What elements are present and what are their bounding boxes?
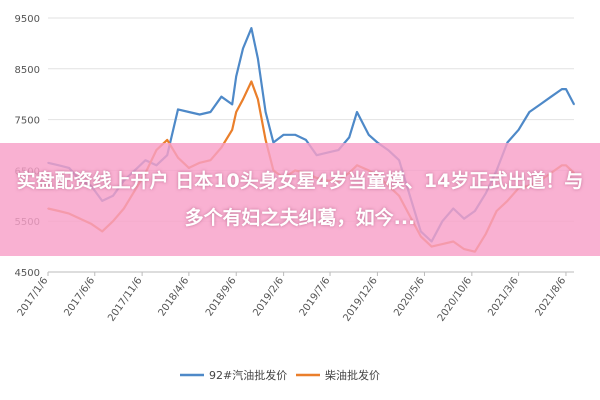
data-point [264, 139, 267, 141]
x-tick-label: 2019/7/6 [298, 275, 333, 318]
x-tick-label: 2018/4/6 [157, 275, 192, 318]
data-point [235, 111, 237, 113]
data-point [235, 75, 237, 78]
data-point [282, 134, 285, 136]
data-point [198, 113, 201, 116]
data-point [550, 95, 552, 98]
x-tick-label: 2021/8/6 [534, 275, 569, 318]
x-tick-label: 2021/3/6 [486, 275, 521, 318]
data-point [188, 111, 190, 113]
x-tick-label: 2019/12/6 [341, 275, 379, 323]
data-point [294, 134, 296, 136]
legend-label: 柴油批发价 [325, 368, 380, 382]
data-point [272, 141, 275, 144]
banner-headline: 实盘配资线上开户 日本10头身女星4岁当童模、14岁正式出道！与多个有妇之夫纠葛… [16, 169, 584, 229]
data-point [517, 129, 520, 131]
x-tick-label: 2018/9/6 [204, 275, 239, 318]
data-point [305, 139, 307, 141]
data-point [250, 27, 253, 30]
y-tick-label: 8500 [15, 65, 40, 76]
data-point [257, 98, 259, 101]
data-point [561, 88, 563, 90]
data-point [242, 98, 244, 101]
x-tick-label: 2017/11/6 [106, 275, 144, 323]
y-tick-label: 4500 [15, 268, 40, 279]
x-tick-label: 2017/6/6 [62, 275, 97, 318]
data-point [231, 129, 233, 131]
data-point [250, 80, 253, 83]
data-point [220, 95, 223, 98]
x-tick-label: 2019/2/6 [251, 275, 286, 318]
x-tick-label: 2017/1/6 [16, 275, 51, 318]
data-point [565, 88, 567, 90]
data-point [348, 136, 351, 139]
y-tick-label: 7500 [15, 116, 40, 127]
data-point [573, 103, 575, 106]
data-point [376, 141, 379, 144]
data-point [539, 103, 542, 106]
data-point [264, 111, 267, 113]
data-point [209, 111, 212, 113]
data-point [242, 47, 244, 50]
x-tick-label: 2020/5/6 [392, 275, 427, 318]
data-point [356, 111, 358, 113]
y-tick-label: 9500 [15, 14, 40, 25]
data-point [177, 108, 179, 111]
data-point [166, 139, 168, 141]
data-point [257, 57, 259, 60]
legend-label: 92#汽油批发价 [209, 368, 287, 382]
data-point [367, 134, 370, 136]
promo-banner[interactable]: 实盘配资线上开户 日本10头身女星4岁当童模、14岁正式出道！与多个有妇之夫纠葛… [0, 143, 600, 256]
data-point [231, 103, 233, 106]
data-point [506, 141, 509, 144]
x-tick-label: 2020/10/6 [436, 275, 474, 323]
data-point [528, 111, 531, 113]
